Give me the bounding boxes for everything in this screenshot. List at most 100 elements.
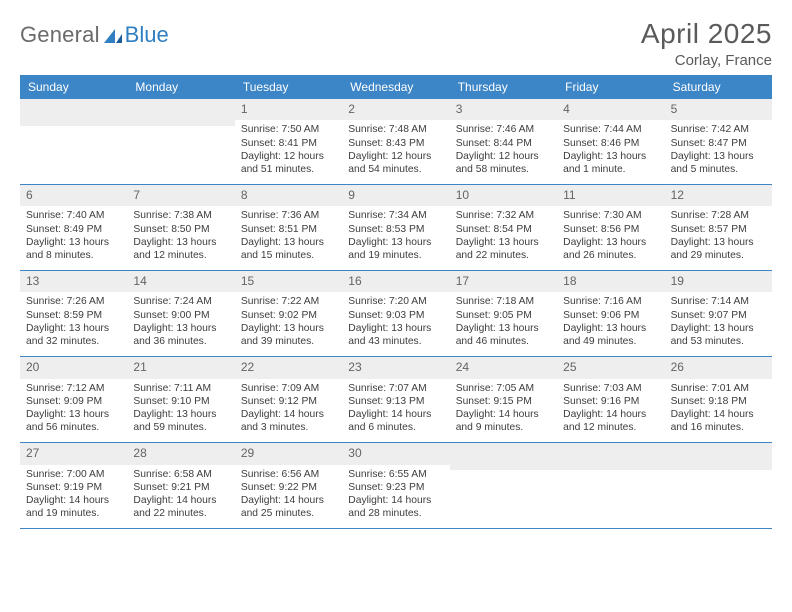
sunrise-text: Sunrise: 6:56 AM (241, 468, 336, 481)
day-cell (557, 443, 664, 528)
sunset-text: Sunset: 9:03 PM (348, 309, 443, 322)
day-number: 15 (235, 271, 342, 292)
sunrise-text: Sunrise: 7:12 AM (26, 382, 121, 395)
day-number: 29 (235, 443, 342, 464)
daylight-text: Daylight: 14 hours and 9 minutes. (456, 408, 551, 434)
daylight-text: Daylight: 13 hours and 26 minutes. (563, 236, 658, 262)
day-number: 28 (127, 443, 234, 464)
sunrise-text: Sunrise: 7:26 AM (26, 295, 121, 308)
day-number: 9 (342, 185, 449, 206)
day-number: 24 (450, 357, 557, 378)
daylight-text: Daylight: 13 hours and 15 minutes. (241, 236, 336, 262)
day-number: 7 (127, 185, 234, 206)
sunrise-text: Sunrise: 7:32 AM (456, 209, 551, 222)
day-number: 23 (342, 357, 449, 378)
sunrise-text: Sunrise: 7:24 AM (133, 295, 228, 308)
day-cell: 7 Sunrise: 7:38 AMSunset: 8:50 PMDaylight… (127, 185, 234, 270)
daylight-text: Daylight: 13 hours and 39 minutes. (241, 322, 336, 348)
daylight-text: Daylight: 12 hours and 54 minutes. (348, 150, 443, 176)
title-block: April 2025 Corlay, France (641, 18, 772, 69)
weekday-tue: Tuesday (235, 75, 342, 99)
sunset-text: Sunset: 8:44 PM (456, 137, 551, 150)
daylight-text: Daylight: 13 hours and 46 minutes. (456, 322, 551, 348)
weekday-sat: Saturday (665, 75, 772, 99)
week-row: 27 Sunrise: 7:00 AMSunset: 9:19 PMDayligh… (20, 443, 772, 529)
sunset-text: Sunset: 8:53 PM (348, 223, 443, 236)
sunrise-text: Sunrise: 7:14 AM (671, 295, 766, 308)
day-number: 10 (450, 185, 557, 206)
day-cell: 13Sunrise: 7:26 AMSunset: 8:59 PMDayligh… (20, 271, 127, 356)
sunset-text: Sunset: 8:56 PM (563, 223, 658, 236)
day-cell: 10Sunrise: 7:32 AMSunset: 8:54 PMDayligh… (450, 185, 557, 270)
sunset-text: Sunset: 9:23 PM (348, 481, 443, 494)
sunrise-text: Sunrise: 7:38 AM (133, 209, 228, 222)
sunrise-text: Sunrise: 6:55 AM (348, 468, 443, 481)
day-cell: 9Sunrise: 7:34 AMSunset: 8:53 PMDaylight… (342, 185, 449, 270)
sunset-text: Sunset: 9:02 PM (241, 309, 336, 322)
day-cell: 23Sunrise: 7:07 AMSunset: 9:13 PMDayligh… (342, 357, 449, 442)
day-cell: 26Sunrise: 7:01 AMSunset: 9:18 PMDayligh… (665, 357, 772, 442)
daylight-text: Daylight: 13 hours and 12 minutes. (133, 236, 228, 262)
daylight-text: Daylight: 13 hours and 22 minutes. (456, 236, 551, 262)
sunrise-text: Sunrise: 7:01 AM (671, 382, 766, 395)
day-number: 2 (342, 99, 449, 120)
brand-part2: Blue (125, 22, 169, 48)
day-cell (665, 443, 772, 528)
day-cell: 16Sunrise: 7:20 AMSunset: 9:03 PMDayligh… (342, 271, 449, 356)
day-number: 19 (665, 271, 772, 292)
sunrise-text: Sunrise: 7:11 AM (133, 382, 228, 395)
sunrise-text: Sunrise: 7:00 AM (26, 468, 121, 481)
day-number: 27 (20, 443, 127, 464)
day-number: 16 (342, 271, 449, 292)
day-number: 26 (665, 357, 772, 378)
day-cell: 11Sunrise: 7:30 AMSunset: 8:56 PMDayligh… (557, 185, 664, 270)
sunset-text: Sunset: 9:18 PM (671, 395, 766, 408)
sunrise-text: Sunrise: 7:50 AM (241, 123, 336, 136)
weekday-fri: Friday (557, 75, 664, 99)
week-row: 13Sunrise: 7:26 AMSunset: 8:59 PMDayligh… (20, 271, 772, 357)
sunset-text: Sunset: 9:19 PM (26, 481, 121, 494)
daylight-text: Daylight: 13 hours and 5 minutes. (671, 150, 766, 176)
weekday-wed: Wednesday (342, 75, 449, 99)
sunset-text: Sunset: 8:50 PM (133, 223, 228, 236)
sunrise-text: Sunrise: 7:42 AM (671, 123, 766, 136)
sunrise-text: Sunrise: 7:28 AM (671, 209, 766, 222)
daylight-text: Daylight: 14 hours and 19 minutes. (26, 494, 121, 520)
day-cell: 2Sunrise: 7:48 AMSunset: 8:43 PMDaylight… (342, 99, 449, 184)
week-row: 20Sunrise: 7:12 AMSunset: 9:09 PMDayligh… (20, 357, 772, 443)
sunrise-text: Sunrise: 7:44 AM (563, 123, 658, 136)
day-cell: 25Sunrise: 7:03 AMSunset: 9:16 PMDayligh… (557, 357, 664, 442)
day-number (450, 443, 557, 470)
sunrise-text: Sunrise: 7:09 AM (241, 382, 336, 395)
sunset-text: Sunset: 9:16 PM (563, 395, 658, 408)
day-cell: 1Sunrise: 7:50 AMSunset: 8:41 PMDaylight… (235, 99, 342, 184)
location-text: Corlay, France (641, 52, 772, 69)
day-cell: 4Sunrise: 7:44 AMSunset: 8:46 PMDaylight… (557, 99, 664, 184)
day-cell (450, 443, 557, 528)
daylight-text: Daylight: 13 hours and 36 minutes. (133, 322, 228, 348)
sunrise-text: Sunrise: 7:36 AM (241, 209, 336, 222)
day-number: 22 (235, 357, 342, 378)
sunset-text: Sunset: 9:21 PM (133, 481, 228, 494)
daylight-text: Daylight: 13 hours and 49 minutes. (563, 322, 658, 348)
sunset-text: Sunset: 9:00 PM (133, 309, 228, 322)
day-cell: 22Sunrise: 7:09 AMSunset: 9:12 PMDayligh… (235, 357, 342, 442)
sunrise-text: Sunrise: 7:03 AM (563, 382, 658, 395)
day-number: 17 (450, 271, 557, 292)
calendar-grid: 1Sunrise: 7:50 AMSunset: 8:41 PMDaylight… (20, 99, 772, 529)
brand-sail-icon (104, 28, 124, 49)
sunset-text: Sunset: 8:47 PM (671, 137, 766, 150)
brand-part1: General (20, 22, 100, 48)
sunset-text: Sunset: 9:09 PM (26, 395, 121, 408)
daylight-text: Daylight: 14 hours and 3 minutes. (241, 408, 336, 434)
daylight-text: Daylight: 13 hours and 43 minutes. (348, 322, 443, 348)
page-title: April 2025 (641, 18, 772, 50)
day-cell: 19Sunrise: 7:14 AMSunset: 9:07 PMDayligh… (665, 271, 772, 356)
daylight-text: Daylight: 14 hours and 6 minutes. (348, 408, 443, 434)
sunset-text: Sunset: 8:43 PM (348, 137, 443, 150)
day-number: 4 (557, 99, 664, 120)
day-cell: 6Sunrise: 7:40 AMSunset: 8:49 PMDaylight… (20, 185, 127, 270)
day-number (127, 99, 234, 126)
daylight-text: Daylight: 13 hours and 32 minutes. (26, 322, 121, 348)
day-cell: 5Sunrise: 7:42 AMSunset: 8:47 PMDaylight… (665, 99, 772, 184)
